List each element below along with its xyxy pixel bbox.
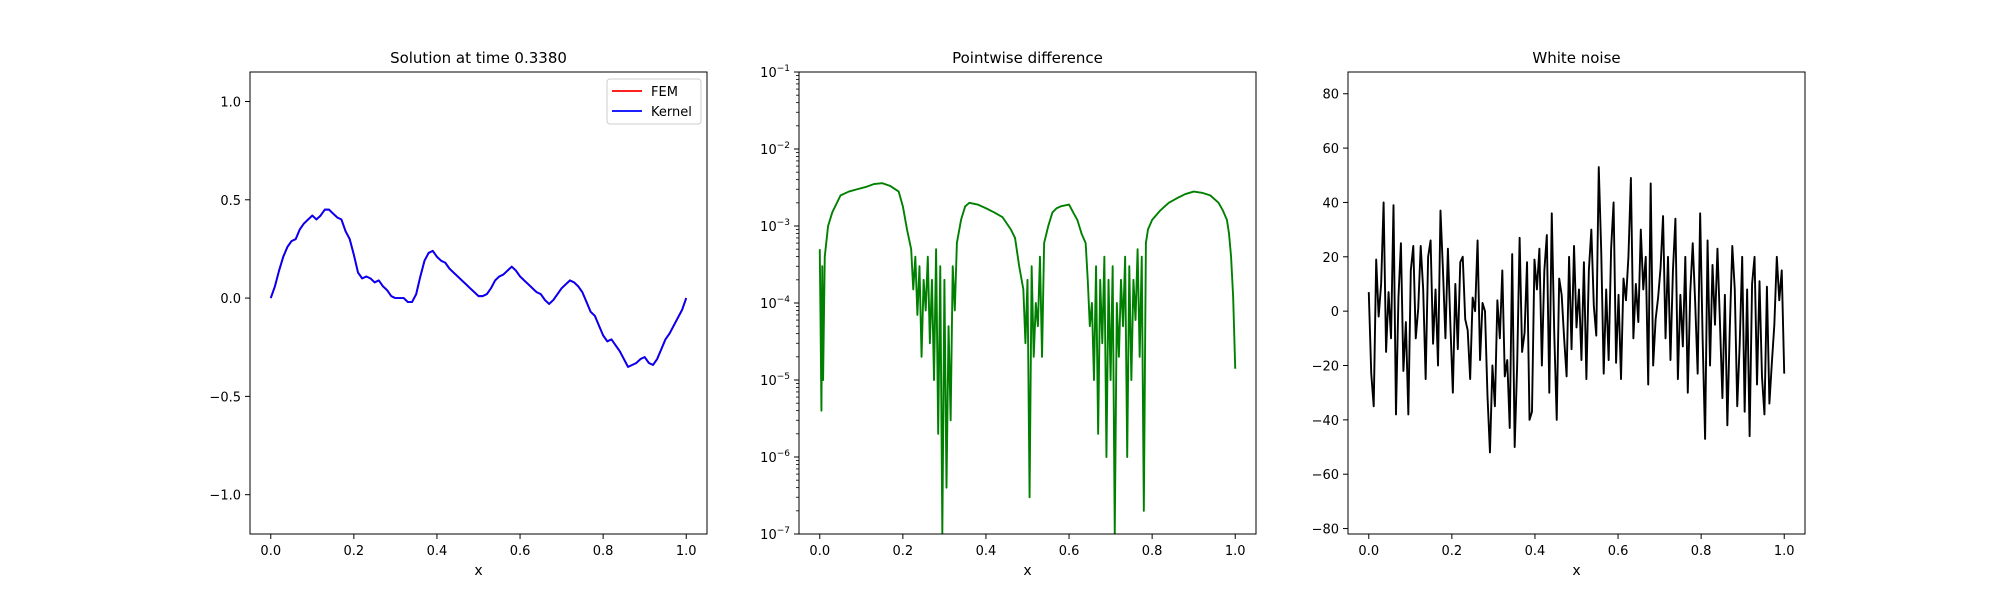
x-tick-label: 0.0 bbox=[260, 544, 281, 559]
x-tick-label: 1.0 bbox=[1225, 544, 1246, 559]
x-tick-label: 1.0 bbox=[676, 544, 697, 559]
y-tick-label: 60 bbox=[1322, 142, 1339, 157]
y-tick-exp: −4 bbox=[777, 295, 791, 305]
y-tick-exp: −1 bbox=[777, 64, 790, 74]
legend: FEM Kernel bbox=[606, 78, 702, 125]
x-tick-label: 0.6 bbox=[1608, 544, 1629, 559]
y-tick-base: 10 bbox=[760, 297, 777, 312]
y-tick-label: 40 bbox=[1322, 196, 1339, 211]
x-tick-label: 0.6 bbox=[1059, 544, 1080, 559]
series-fem-line bbox=[269, 208, 688, 368]
y-tick-label: 0.5 bbox=[220, 194, 241, 209]
y-tick-exp: −7 bbox=[777, 526, 790, 536]
legend-label-fem: FEM bbox=[651, 85, 678, 100]
y-tick-label: 0 bbox=[1331, 305, 1339, 320]
series-kernel-line bbox=[269, 208, 688, 368]
x-tick-label: 1.0 bbox=[1774, 544, 1795, 559]
chart-title: Pointwise difference bbox=[952, 49, 1103, 67]
y-tick-label: 10−1 bbox=[760, 64, 790, 81]
panel-white-noise: 0.0 0.2 0.4 0.6 0.8 1.0−80−60−40−20020406080 … bbox=[1312, 49, 1806, 579]
y-tick-exp: −3 bbox=[777, 218, 790, 228]
y-tick-base: 10 bbox=[760, 220, 777, 235]
y-tick-label: 10−2 bbox=[760, 141, 790, 158]
x-tick-label: 0.0 bbox=[1358, 544, 1379, 559]
x-axis-label: x bbox=[1572, 563, 1580, 579]
y-tick-label: −20 bbox=[1312, 360, 1339, 375]
x-tick-label: 0.8 bbox=[1691, 544, 1712, 559]
x-tick-label: 0.6 bbox=[510, 544, 531, 559]
series-line bbox=[1367, 166, 1786, 454]
x-axis-label: x bbox=[474, 563, 482, 579]
tick-group: 0.0 0.2 0.4 0.6 0.8 1.0 −1.0 −0.5 0.0 0.5 1.0 bbox=[209, 95, 696, 559]
tick-group: 0.0 0.2 0.4 0.6 0.8 1.010−710−610−510−410−310… bbox=[760, 64, 1245, 559]
y-tick-label: 10−6 bbox=[760, 449, 790, 466]
y-tick-base: 10 bbox=[760, 528, 777, 543]
y-tick-base: 10 bbox=[760, 451, 777, 466]
x-tick-label: 0.8 bbox=[1142, 544, 1163, 559]
y-tick-label: 1.0 bbox=[220, 95, 241, 110]
y-tick-label: 10−4 bbox=[760, 295, 790, 312]
y-tick-label: 0.0 bbox=[220, 292, 241, 307]
series-line bbox=[818, 182, 1237, 534]
y-tick-exp: −5 bbox=[777, 372, 790, 382]
panel-solution: 0.0 0.2 0.4 0.6 0.8 1.0 −1.0 −0.5 0.0 0.5 1.0 Solu… bbox=[209, 49, 708, 579]
y-tick-label: 10−5 bbox=[760, 372, 790, 389]
chart-title: Solution at time 0.3380 bbox=[390, 49, 567, 67]
y-tick-base: 10 bbox=[760, 143, 777, 158]
x-tick-label: 0.0 bbox=[809, 544, 830, 559]
x-tick-label: 0.4 bbox=[976, 544, 997, 559]
x-tick-label: 0.2 bbox=[1442, 544, 1463, 559]
panel-pointwise-difference: 0.0 0.2 0.4 0.6 0.8 1.010−710−610−510−410−310… bbox=[760, 49, 1257, 579]
y-tick-base: 10 bbox=[760, 66, 777, 81]
y-tick-label: 10−7 bbox=[760, 526, 790, 543]
plot-area bbox=[818, 182, 1237, 534]
plot-area bbox=[269, 208, 688, 368]
axes-frame bbox=[249, 71, 708, 535]
y-tick-label: 20 bbox=[1322, 251, 1339, 266]
y-tick-label: 10−3 bbox=[760, 218, 790, 235]
y-tick-base: 10 bbox=[760, 374, 777, 389]
x-tick-label: 0.4 bbox=[1525, 544, 1546, 559]
legend-label-kernel: Kernel bbox=[651, 105, 692, 120]
x-tick-label: 0.8 bbox=[593, 544, 614, 559]
y-tick-exp: −2 bbox=[777, 141, 790, 151]
x-axis-label: x bbox=[1023, 563, 1031, 579]
x-tick-label: 0.4 bbox=[427, 544, 448, 559]
y-tick-label: −1.0 bbox=[209, 489, 241, 504]
y-tick-label: 80 bbox=[1322, 88, 1339, 103]
tick-group: 0.0 0.2 0.4 0.6 0.8 1.0 −80 −60 −40 −20 0 20 40 60 80 bbox=[1312, 88, 1795, 559]
x-tick-label: 0.2 bbox=[344, 544, 365, 559]
x-tick-label: 0.2 bbox=[893, 544, 914, 559]
plot-area bbox=[1367, 166, 1786, 454]
chart-title: White noise bbox=[1532, 49, 1620, 67]
axes-frame bbox=[1347, 71, 1806, 535]
y-tick-label: −80 bbox=[1312, 523, 1339, 538]
y-tick-exp: −6 bbox=[777, 449, 791, 459]
y-tick-label: −40 bbox=[1312, 414, 1339, 429]
y-tick-label: −60 bbox=[1312, 468, 1339, 483]
y-tick-label: −0.5 bbox=[209, 390, 241, 405]
